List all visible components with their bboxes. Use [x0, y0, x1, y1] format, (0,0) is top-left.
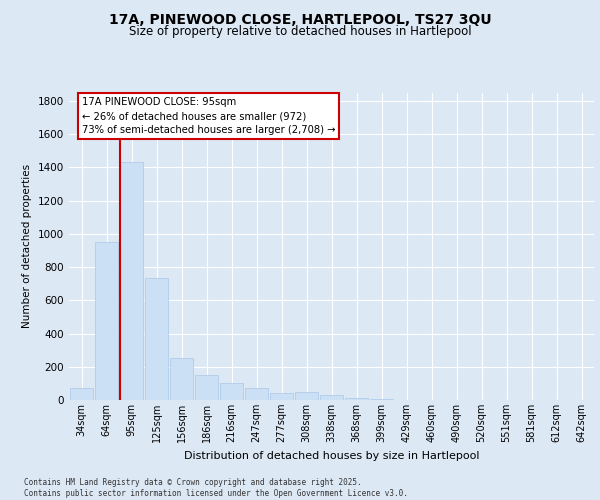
- Bar: [120, 162, 143, 400]
- Bar: [295, 392, 318, 400]
- Text: 17A PINEWOOD CLOSE: 95sqm
← 26% of detached houses are smaller (972)
73% of semi: 17A PINEWOOD CLOSE: 95sqm ← 26% of detac…: [82, 98, 335, 136]
- Bar: [370, 399, 393, 400]
- Bar: [70, 388, 93, 400]
- Text: Size of property relative to detached houses in Hartlepool: Size of property relative to detached ho…: [128, 25, 472, 38]
- X-axis label: Distribution of detached houses by size in Hartlepool: Distribution of detached houses by size …: [184, 450, 479, 460]
- Bar: [245, 388, 268, 400]
- Bar: [270, 394, 293, 400]
- Text: Contains HM Land Registry data © Crown copyright and database right 2025.
Contai: Contains HM Land Registry data © Crown c…: [24, 478, 408, 498]
- Bar: [345, 398, 368, 400]
- Bar: [320, 395, 343, 400]
- Bar: [170, 358, 193, 400]
- Y-axis label: Number of detached properties: Number of detached properties: [22, 164, 32, 328]
- Bar: [220, 384, 243, 400]
- Bar: [95, 242, 118, 400]
- Bar: [195, 375, 218, 400]
- Text: 17A, PINEWOOD CLOSE, HARTLEPOOL, TS27 3QU: 17A, PINEWOOD CLOSE, HARTLEPOOL, TS27 3Q…: [109, 12, 491, 26]
- Bar: [145, 278, 168, 400]
